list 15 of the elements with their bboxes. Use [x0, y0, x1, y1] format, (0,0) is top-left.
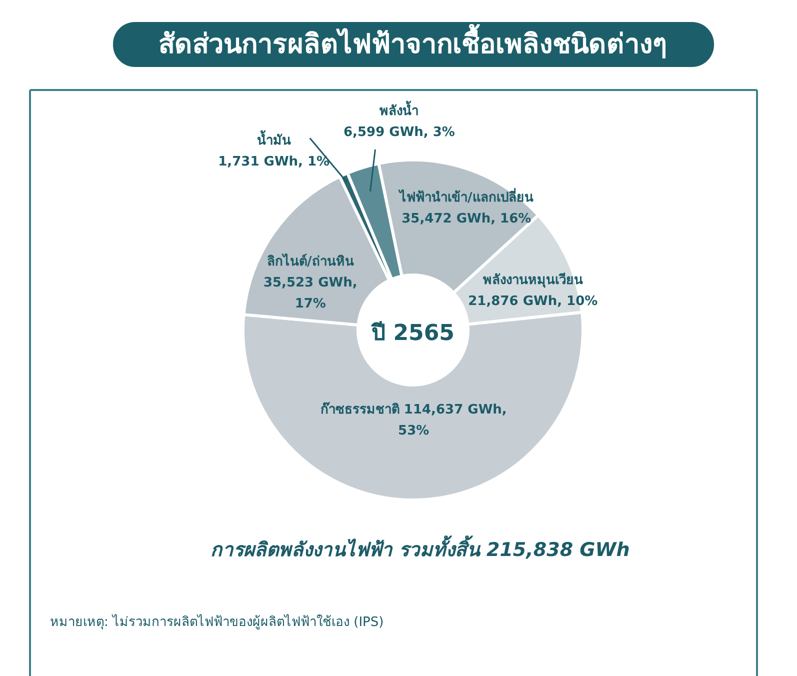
data-label: 1,731 GWh, 1% [218, 154, 330, 170]
text: หมายเหตุ: ไม่รวมการผลิตไฟฟ้าของผู้ผลิตไฟฟ้าใช้เอง (IPS) [50, 614, 384, 630]
slice-label: ลิกไนต์/ถ่านหิน [267, 252, 354, 270]
chart-title: สัดส่วนการผลิตไฟฟ้าจากเชื้อเพลิงชนิดต่างๆ [158, 23, 668, 60]
text: การผลิตพลังงานไฟฟ้า รวมทั้งสิ้น 215,838 GWh [210, 535, 630, 561]
slice-label: พลังงานหมุนเวียน [482, 272, 583, 288]
text: ปี 2565 [370, 321, 454, 346]
data-label: 35,523 GWh, 17% [263, 276, 358, 312]
slice-label: พลังน้ำ [380, 100, 419, 119]
data-label: 21,876 GWh, 10% [468, 294, 598, 309]
data-label: 6,599 GWh, 3% [344, 124, 455, 140]
slice-label: ไฟฟ้านำเข้า/แลกเปลี่ยน [398, 188, 534, 206]
slice-label: ก๊าซธรรมชาติ 114,637 GWh, 53% [320, 402, 507, 438]
slice-label: น้ำมัน [256, 130, 291, 149]
data-label: 35,472 GWh, 16% [402, 212, 532, 227]
